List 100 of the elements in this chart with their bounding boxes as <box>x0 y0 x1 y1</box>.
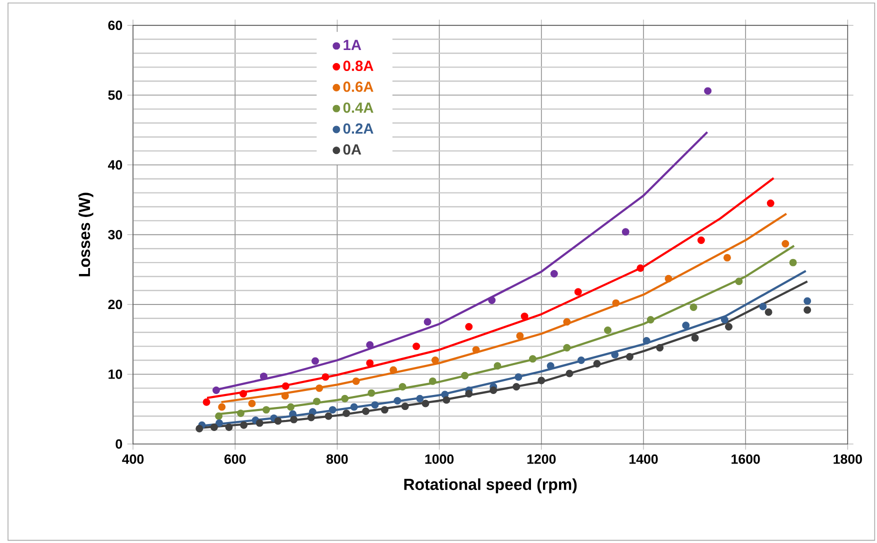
point <box>215 412 222 420</box>
point <box>465 390 473 398</box>
point <box>350 403 358 411</box>
point <box>574 288 582 296</box>
point <box>398 383 406 391</box>
y-tick-label: 60 <box>108 20 122 30</box>
point <box>764 308 772 316</box>
x-tick-label: 1200 <box>527 454 556 464</box>
point <box>248 400 256 408</box>
y-tick-label: 0 <box>116 439 122 449</box>
point <box>612 299 620 307</box>
point <box>782 240 790 248</box>
point <box>371 401 379 409</box>
point <box>593 360 601 368</box>
point <box>240 421 248 429</box>
point <box>366 341 374 349</box>
y-tick-label: 10 <box>108 370 122 379</box>
point <box>218 403 226 411</box>
point <box>256 419 264 427</box>
x-tick-label: 1600 <box>732 454 760 464</box>
point <box>328 406 336 414</box>
point <box>656 344 664 352</box>
point <box>202 398 210 406</box>
point <box>274 417 282 425</box>
point <box>212 386 220 394</box>
point <box>262 406 270 414</box>
point <box>416 394 424 402</box>
point <box>307 414 315 422</box>
point <box>236 410 244 418</box>
point <box>428 377 436 385</box>
point <box>312 357 319 365</box>
point <box>697 236 705 244</box>
point <box>550 270 558 278</box>
point <box>362 407 370 415</box>
point <box>313 398 321 406</box>
point <box>282 382 290 390</box>
y-tick-label: 50 <box>108 90 122 100</box>
point <box>240 390 248 398</box>
point <box>380 406 388 414</box>
point <box>390 366 398 374</box>
y-tick-label: 40 <box>108 160 122 170</box>
point <box>804 297 812 305</box>
point <box>342 410 350 418</box>
point <box>804 306 812 314</box>
y-tick-label: 20 <box>108 300 122 310</box>
point <box>725 323 732 331</box>
x-tick-label: 1400 <box>629 454 658 464</box>
point <box>664 274 672 282</box>
point <box>281 392 289 400</box>
point <box>431 356 439 364</box>
point <box>366 359 374 367</box>
x-tick-label: 600 <box>224 454 246 464</box>
point <box>704 87 712 95</box>
point <box>401 402 409 410</box>
point <box>472 346 480 354</box>
legend-label: 0.8A <box>343 60 374 72</box>
point <box>352 377 360 385</box>
point <box>626 353 634 361</box>
point <box>528 355 536 363</box>
point <box>216 419 224 427</box>
point <box>488 296 496 304</box>
point <box>566 370 574 378</box>
point <box>723 254 731 262</box>
point <box>368 389 376 397</box>
point <box>563 344 571 352</box>
point <box>636 264 644 272</box>
point <box>394 397 402 404</box>
point <box>260 372 268 380</box>
point <box>690 304 698 311</box>
point <box>196 424 204 432</box>
point <box>316 384 324 392</box>
x-tick-label: 400 <box>122 454 144 464</box>
legend-label: 1A <box>344 40 362 50</box>
point <box>210 424 218 431</box>
point <box>490 386 498 394</box>
x-axis-title: Rotational speed (rpm) <box>404 478 577 494</box>
point <box>646 316 654 324</box>
point <box>577 356 585 364</box>
point <box>766 200 774 207</box>
point <box>322 373 330 381</box>
point <box>514 373 522 381</box>
x-tick-label: 1000 <box>425 454 454 464</box>
point <box>538 376 546 384</box>
y-axis-title: Losses (W) <box>78 192 94 276</box>
point <box>465 323 473 331</box>
point <box>225 424 233 431</box>
point <box>324 412 332 420</box>
point <box>422 400 430 408</box>
point <box>642 336 650 344</box>
point <box>682 322 690 330</box>
point <box>563 318 571 326</box>
point <box>691 334 699 342</box>
point <box>759 302 767 310</box>
point <box>512 383 520 391</box>
legend-label: 0A <box>343 144 362 155</box>
point <box>516 332 524 340</box>
point <box>341 394 349 402</box>
legend-label: 0.2A <box>343 123 374 134</box>
legend-label: 0.6A <box>343 82 374 92</box>
point <box>611 350 619 358</box>
